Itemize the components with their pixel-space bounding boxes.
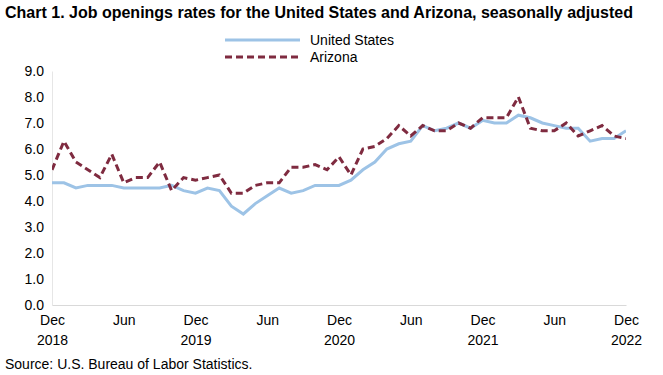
y-tick: 8.0 <box>25 89 52 105</box>
x-tick: Dec2018 <box>37 305 68 348</box>
x-tick-label: Dec2021 <box>467 312 498 348</box>
series-group <box>52 97 626 214</box>
legend: United StatesArizona <box>225 32 394 65</box>
x-tick: Dec2022 <box>611 305 642 348</box>
y-tick-label: 4.0 <box>25 193 45 209</box>
x-tick-label: Jun <box>400 312 423 328</box>
y-tick: 5.0 <box>25 167 52 183</box>
title: Chart 1. Job openings rates for the Unit… <box>5 4 633 21</box>
x-tick: Dec2019 <box>180 305 211 348</box>
x-tick-label: Dec2022 <box>611 312 642 348</box>
legend-label: Arizona <box>310 49 358 65</box>
y-tick-label: 9.0 <box>25 63 45 79</box>
x-tick: Jun <box>400 305 423 328</box>
x-tick-label: Jun <box>113 312 136 328</box>
legend-swatch <box>225 56 300 59</box>
plot: 0.0 1.0 2.0 3.0 4.0 5.0 6.0 7.0 8.0 9.0 Dec2018 Jun… <box>25 63 643 348</box>
y-tick: 2.0 <box>25 245 52 261</box>
y-tick: 9.0 <box>25 63 52 79</box>
y-tick-label: 0.0 <box>25 297 45 313</box>
x-tick: Dec2021 <box>467 305 498 348</box>
x-tick-label: Jun <box>256 312 279 328</box>
x-tick-label: Dec2018 <box>37 312 68 348</box>
y-tick-label: 3.0 <box>25 219 45 235</box>
y-tick: 7.0 <box>25 115 52 131</box>
y-tick: 4.0 <box>25 193 52 209</box>
x-tick-label: Dec2020 <box>324 312 355 348</box>
y-tick: 6.0 <box>25 141 52 157</box>
x-tick-label: Dec2019 <box>180 312 211 348</box>
x-tick: Jun <box>113 305 136 328</box>
y-tick-label: 5.0 <box>25 167 45 183</box>
chart: Chart 1. Job openings rates for the Unit… <box>0 0 663 375</box>
legend-label: United States <box>310 32 394 48</box>
y-tick-label: 7.0 <box>25 115 45 131</box>
y-tick-label: 1.0 <box>25 271 45 287</box>
y-tick-label: 8.0 <box>25 89 45 105</box>
x-tick: Jun <box>543 305 566 328</box>
source: Source: U.S. Bureau of Labor Statistics. <box>5 356 252 372</box>
y-tick: 0.0 <box>25 297 52 313</box>
x-axis: Dec2018 Jun Dec2019 Jun Dec2020 Jun Dec2021 Jun… <box>37 305 642 348</box>
legend-swatch <box>225 39 300 42</box>
y-tick: 3.0 <box>25 219 52 235</box>
x-tick: Jun <box>256 305 279 328</box>
y-axis-line <box>52 72 53 306</box>
y-axis: 0.0 1.0 2.0 3.0 4.0 5.0 6.0 7.0 8.0 9.0 <box>25 63 53 313</box>
y-tick-label: 6.0 <box>25 141 45 157</box>
x-axis-line <box>53 305 627 306</box>
series-line <box>52 97 626 193</box>
y-tick: 1.0 <box>25 271 52 287</box>
x-tick: Dec2020 <box>324 305 355 348</box>
y-tick-label: 2.0 <box>25 245 45 261</box>
x-tick-label: Jun <box>543 312 566 328</box>
series-line <box>52 115 626 214</box>
